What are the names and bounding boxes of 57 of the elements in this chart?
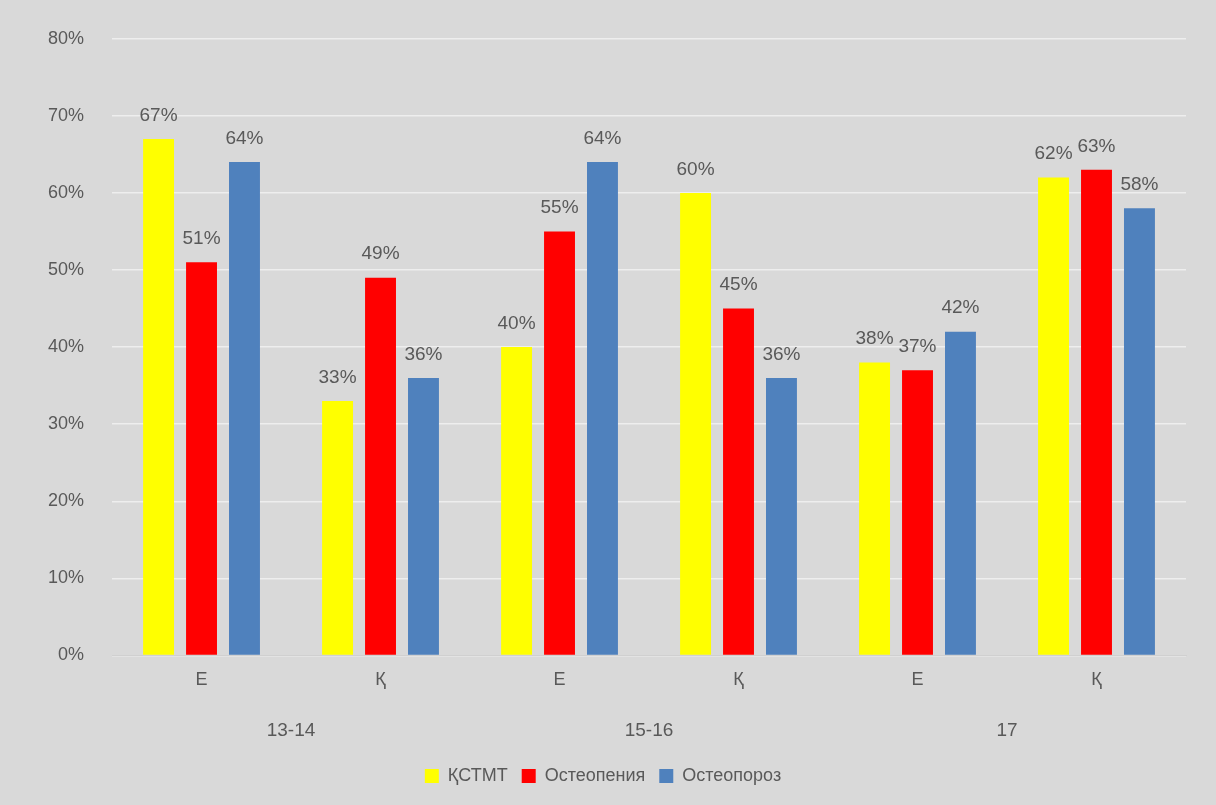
data-label: 37% [898,334,937,356]
y-tick-label: 20% [48,490,85,511]
data-label: 67% [139,103,178,125]
x-tick-label: Е [911,669,924,690]
data-label: 51% [182,227,221,249]
data-label: 42% [941,296,980,318]
bar [501,347,533,655]
data-label: 36% [404,342,443,364]
bar [186,262,217,655]
bar [587,162,618,655]
text: 17 [996,719,1018,741]
data-label: 33% [318,365,357,387]
x-tick-label: Е [195,669,208,690]
x-tick-label: Қ [375,669,387,690]
data-label: 49% [361,242,400,264]
data-label: 58% [1120,173,1159,195]
x-tick-label: Қ [733,669,745,690]
text: 13-14 [266,719,316,741]
legend-label: ҚСТМТ [447,764,508,785]
legend-label: Остеопороз [682,764,782,785]
y-tick-label: 10% [48,567,85,588]
bar [1081,169,1112,655]
y-tick-label: 70% [48,104,85,125]
y-tick-label: 60% [48,181,85,202]
bar [365,277,396,655]
legend-label: Остеопения [544,764,646,785]
bar [1124,208,1155,655]
data-label: 64% [225,126,264,148]
y-tick-label: 50% [48,258,85,279]
bar [945,331,976,655]
data-label: 63% [1077,134,1116,156]
data-label: 55% [540,196,579,218]
data-label: 38% [855,327,894,349]
data-label: 40% [497,311,536,333]
y-tick-label: 0% [58,644,85,665]
bar [322,401,354,655]
data-label: 60% [676,157,715,179]
bar [143,139,175,655]
x-tick-label: Қ [1091,669,1103,690]
text: 15-16 [624,719,674,741]
bar [902,370,933,655]
bar [544,231,575,655]
bar [766,377,797,655]
data-label: 62% [1034,142,1073,164]
bar [408,377,439,655]
bar [680,192,712,655]
bar [723,308,754,655]
data-label: 36% [762,342,801,364]
bar [1038,177,1070,655]
data-label: 64% [583,126,622,148]
y-tick-label: 80% [48,27,85,48]
y-tick-label: 40% [48,336,85,357]
data-label: 45% [719,273,758,295]
y-tick-label: 30% [48,413,85,434]
bar [859,362,891,655]
bar [229,162,260,655]
x-tick-label: Е [553,669,566,690]
